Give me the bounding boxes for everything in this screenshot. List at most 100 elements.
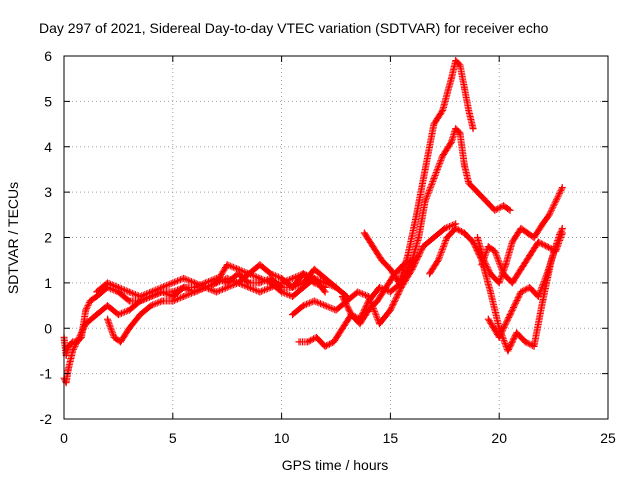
data-point: [169, 297, 177, 305]
data-point: [434, 256, 442, 264]
x-tick-label: 25: [600, 430, 616, 446]
data-point: [491, 206, 499, 214]
data-point: [460, 84, 468, 92]
data-point: [310, 265, 318, 273]
data-point: [339, 324, 347, 332]
data-point: [104, 302, 112, 310]
data-point: [517, 288, 525, 296]
data-point: [125, 297, 133, 305]
data-point: [460, 229, 468, 237]
data-point: [256, 274, 264, 282]
data-point: [543, 243, 551, 251]
data-point: [534, 238, 542, 246]
data-point: [473, 234, 481, 241]
data-point: [147, 302, 155, 310]
x-tick-label: 10: [274, 430, 290, 446]
data-point: [469, 125, 477, 133]
data-point: [82, 320, 90, 328]
data-point: [104, 279, 112, 287]
data-point: [456, 129, 464, 137]
data-point: [419, 243, 427, 251]
data-point: [452, 125, 460, 133]
data-point: [114, 311, 122, 319]
data-point: [376, 283, 384, 291]
data-point: [558, 224, 566, 232]
y-tick-label: 5: [44, 93, 52, 109]
data-point: [158, 283, 166, 291]
data-point: [75, 333, 83, 341]
data-point: [299, 270, 307, 278]
data-point: [465, 179, 473, 187]
data-point: [295, 338, 303, 346]
data-point: [267, 270, 275, 278]
x-tick-label: 20: [491, 430, 507, 446]
x-tick-label: 15: [383, 430, 399, 446]
series-track-l: [484, 224, 566, 341]
data-point: [114, 283, 122, 291]
data-point: [539, 220, 547, 228]
data-point: [530, 234, 538, 241]
y-tick-label: 0: [44, 320, 52, 336]
data-point: [430, 234, 438, 241]
data-point: [245, 270, 253, 278]
data-point: [421, 165, 429, 173]
data-point: [506, 311, 514, 319]
data-point: [478, 261, 486, 269]
data-point: [526, 252, 534, 260]
data-point: [69, 347, 77, 355]
data-point: [64, 365, 72, 373]
data-point: [104, 315, 112, 323]
data-point: [523, 229, 531, 237]
data-point: [267, 283, 275, 291]
data-point: [530, 342, 538, 350]
data-point: [223, 283, 231, 291]
y-axis-label: SDTVAR / TECUs: [5, 182, 21, 294]
data-point: [332, 306, 340, 314]
data-point: [125, 288, 133, 296]
data-point: [430, 175, 438, 183]
data-point: [125, 306, 133, 314]
data-point: [441, 224, 449, 232]
y-tick-label: 1: [44, 275, 52, 291]
data-point: [288, 311, 296, 319]
data-point: [504, 347, 512, 355]
data-point: [64, 342, 72, 350]
data-point: [332, 283, 340, 291]
data-point: [500, 202, 508, 210]
data-point: [534, 292, 542, 300]
data-point: [212, 279, 220, 287]
data-point: [552, 197, 560, 205]
data-point: [413, 211, 421, 219]
data-point: [125, 324, 133, 332]
x-tick-label: 5: [169, 430, 177, 446]
y-tick-label: 3: [44, 184, 52, 200]
x-axis: 0 5 10 15 20 25: [60, 56, 616, 446]
data-point: [136, 311, 144, 319]
data-point: [339, 292, 347, 300]
data-point: [169, 279, 177, 287]
y-tick-label: 2: [44, 230, 52, 246]
data-point: [545, 211, 553, 219]
data-point: [415, 234, 423, 241]
data-point: [386, 306, 394, 314]
y-tick-label: 4: [44, 139, 52, 155]
data-point: [373, 297, 381, 305]
data-point: [180, 283, 188, 291]
data-point: [430, 120, 438, 128]
data-point: [484, 243, 492, 251]
data-point: [158, 297, 166, 305]
data-point: [484, 315, 492, 323]
data-point: [278, 288, 286, 296]
data-point: [486, 270, 494, 278]
data-point: [386, 265, 394, 273]
data-point: [558, 184, 566, 192]
data-point: [491, 247, 499, 255]
data-point: [234, 279, 242, 287]
data-point: [330, 338, 338, 346]
data-point: [245, 283, 253, 291]
data-point: [180, 292, 188, 300]
data-point: [256, 261, 264, 269]
data-point: [223, 261, 231, 269]
data-point: [526, 283, 534, 291]
